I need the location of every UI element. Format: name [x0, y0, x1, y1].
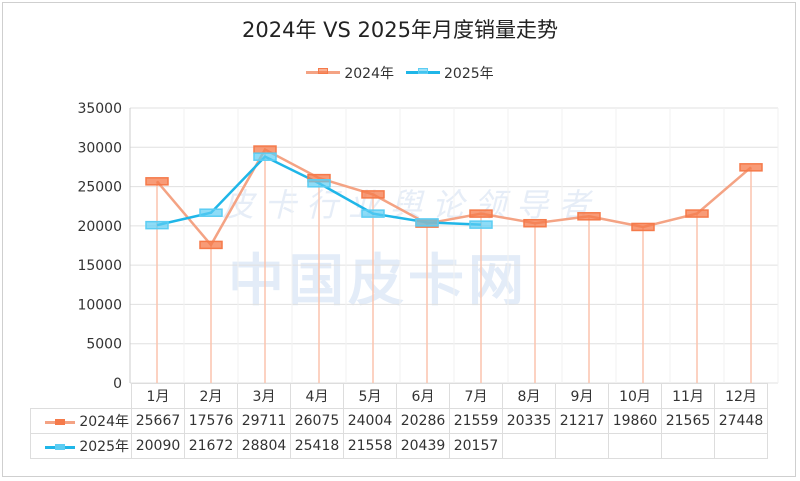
data-point-marker — [361, 190, 385, 199]
data-point-marker — [415, 218, 439, 227]
legend-item[interactable]: 2025年 — [406, 63, 494, 83]
data-label: 25667 — [131, 408, 185, 434]
series-line-icon — [45, 443, 76, 450]
x-tick-label: 8月 — [502, 383, 556, 409]
watermark-main: 中国皮卡网 — [228, 249, 528, 314]
data-point-marker — [253, 152, 277, 161]
legend: 2024年 2025年 — [0, 62, 800, 83]
legend-line-icon — [306, 68, 341, 74]
watermark-script: 皮卡行业舆论领导者 — [222, 186, 601, 224]
data-label — [608, 433, 662, 459]
legend-item[interactable]: 2024年 — [306, 63, 394, 83]
legend-line-icon — [406, 68, 440, 74]
data-point-marker — [361, 209, 385, 218]
x-tick-label: 3月 — [237, 383, 291, 409]
legend-label: 2025年 — [444, 65, 494, 82]
data-label: 24004 — [343, 408, 397, 434]
y-tick-label: 30000 — [77, 140, 122, 156]
data-label: 29711 — [237, 408, 291, 434]
data-label: 26075 — [290, 408, 344, 434]
y-tick-label: 35000 — [77, 101, 122, 117]
table-row-header: 2025年 — [30, 433, 132, 459]
data-point-marker — [577, 212, 601, 221]
table-header-row: 1月 2月 3月 4月 5月 6月 7月 8月 9月 10月 11月 12月 — [31, 383, 768, 409]
y-tick-label: 25000 — [77, 180, 122, 196]
data-label: 27448 — [714, 408, 768, 434]
data-point-marker — [469, 220, 493, 229]
data-label: 21558 — [343, 433, 397, 459]
data-point-marker — [685, 209, 709, 218]
data-label: 20439 — [396, 433, 450, 459]
data-point-marker — [307, 179, 331, 188]
data-point-marker — [253, 145, 277, 154]
table-corner — [31, 384, 132, 409]
data-table: 1月 2月 3月 4月 5月 6月 7月 8月 9月 10月 11月 12月 2024年 25667 175… — [30, 383, 768, 459]
data-point-marker — [523, 218, 547, 228]
series-label: 2025年 — [79, 439, 129, 455]
data-point-marker — [145, 220, 169, 230]
y-tick-label: 10000 — [77, 297, 122, 313]
data-label — [714, 433, 768, 459]
y-tick-label: 0 — [113, 376, 122, 392]
chart-title: 2024年 VS 2025年月度销量走势 — [242, 18, 558, 42]
data-label: 21217 — [555, 408, 609, 434]
data-label: 19860 — [608, 408, 662, 434]
x-tick-label: 2月 — [184, 383, 238, 409]
x-tick-label: 5月 — [343, 383, 397, 409]
data-label: 25418 — [290, 433, 344, 459]
x-tick-label: 1月 — [131, 383, 185, 409]
data-label: 17576 — [184, 408, 238, 434]
data-label: 28804 — [237, 433, 291, 459]
data-label: 21559 — [449, 408, 503, 434]
data-label: 21672 — [184, 433, 238, 459]
x-tick-label: 7月 — [449, 383, 503, 409]
data-point-marker — [469, 209, 493, 218]
data-point-marker — [145, 177, 169, 186]
legend-label: 2024年 — [344, 65, 394, 82]
y-tick-label: 15000 — [77, 258, 122, 274]
x-tick-label: 6月 — [396, 383, 450, 409]
data-label: 20286 — [396, 408, 450, 434]
data-point-marker — [199, 208, 223, 217]
table-row: 2024年 25667 17576 29711 26075 24004 20286 21559… — [30, 408, 768, 434]
x-tick-label: 9月 — [555, 383, 609, 409]
data-label: 20157 — [449, 433, 503, 459]
series-label: 2024年 — [79, 414, 129, 430]
data-label: 20335 — [502, 408, 556, 434]
data-label — [661, 433, 715, 459]
data-label — [502, 433, 556, 459]
data-point-marker — [631, 222, 655, 232]
data-label — [555, 433, 609, 459]
table-row: 2025年 20090 21672 28804 25418 21558 20439 20157 — [30, 433, 768, 459]
data-point-marker — [739, 163, 763, 172]
x-tick-label: 11月 — [661, 383, 715, 409]
data-point-marker — [199, 240, 223, 250]
x-tick-label: 10月 — [608, 383, 662, 409]
data-label: 20090 — [131, 433, 185, 459]
y-tick-label: 20000 — [77, 219, 122, 235]
table-row-header: 2024年 — [30, 408, 132, 434]
data-label: 21565 — [661, 408, 715, 434]
x-tick-label: 12月 — [714, 383, 768, 409]
y-tick-label: 5000 — [86, 337, 122, 353]
series-line-icon — [45, 418, 76, 425]
x-tick-label: 4月 — [290, 383, 344, 409]
